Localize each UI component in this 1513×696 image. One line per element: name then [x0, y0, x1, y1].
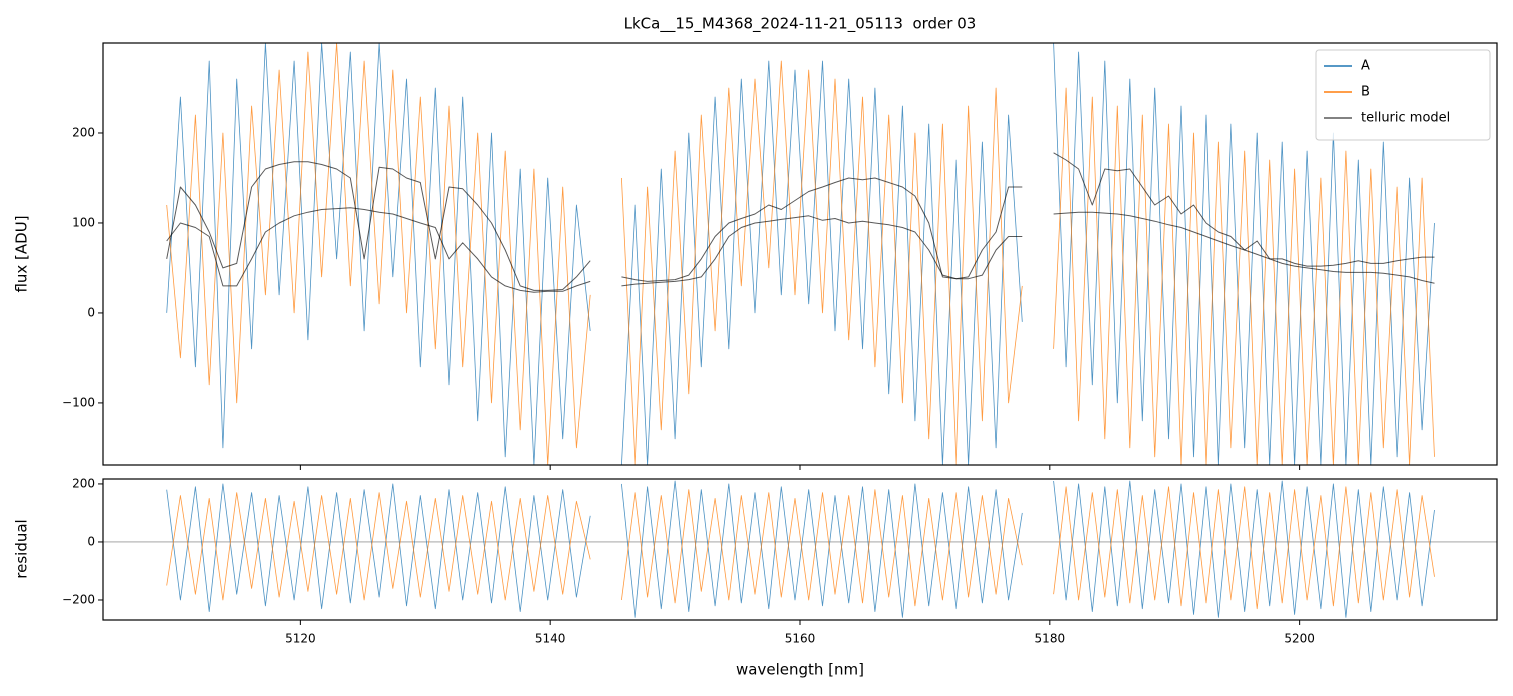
x-tick-label: 5180: [1035, 632, 1066, 646]
y-axis-label: flux [ADU]: [13, 215, 31, 292]
spectrum-line: [166, 43, 1435, 465]
y-tick-label: −100: [62, 395, 95, 409]
y-tick-label: 0: [87, 305, 95, 319]
plot-area: [103, 480, 1497, 618]
y-tick-label: 200: [72, 476, 95, 490]
chart-title: LkCa__15_M4368_2024-11-21_05113 order 03: [624, 15, 977, 34]
x-tick-label: 5160: [785, 632, 816, 646]
model-line: [166, 207, 1435, 293]
y-tick-label: 200: [72, 125, 95, 139]
spectrum-line: [166, 480, 1435, 618]
spectrum-line: [166, 43, 1435, 465]
x-tick-label: 5200: [1284, 632, 1315, 646]
y-axis-label: residual: [13, 519, 31, 578]
spectrum-line: [166, 486, 1435, 610]
legend-label: B: [1361, 85, 1370, 100]
x-axis-label: wavelength [nm]: [736, 661, 864, 679]
plot-area: [166, 43, 1435, 465]
legend-label: A: [1361, 59, 1370, 74]
y-tick-label: −200: [62, 592, 95, 606]
x-tick-label: 5140: [535, 632, 566, 646]
legend-label: telluric model: [1361, 111, 1450, 126]
y-tick-label: 0: [87, 534, 95, 548]
y-tick-label: 100: [72, 215, 95, 229]
x-tick-label: 5120: [285, 632, 316, 646]
legend-box: [1315, 49, 1491, 141]
